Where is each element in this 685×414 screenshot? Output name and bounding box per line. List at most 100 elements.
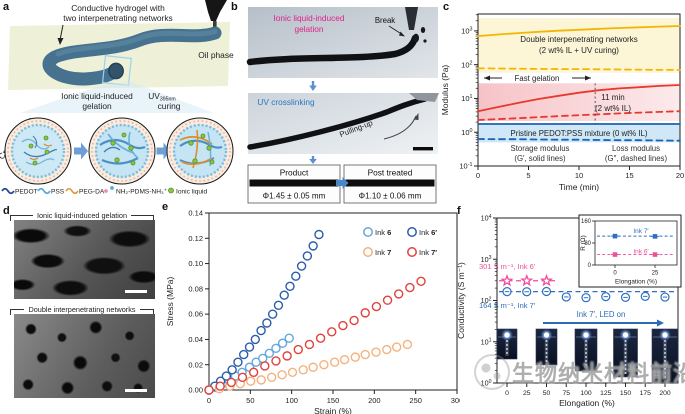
inset-y-tick: 80 (584, 241, 591, 247)
fiber-cross-section-end (108, 62, 124, 80)
panel-label-d: d (3, 205, 10, 217)
fiber-highlight (55, 29, 218, 57)
inset-y-tick: 0 (588, 263, 592, 269)
x-tick-label: 0 (476, 171, 480, 180)
annotation-din-2: (2 wt% IL + UV curing) (539, 46, 619, 55)
panel-label-f: f (457, 205, 461, 217)
annotation-ink7-conductivity: 164 S m⁻¹, Ink 7′ (479, 301, 536, 310)
x-tick-label: 5 (526, 171, 530, 180)
annotation-11min: 11 min (601, 93, 624, 102)
series-Ink 7′ (502, 286, 670, 303)
panel-label-c: c (443, 1, 450, 13)
step2-uv-label: UV395nm (148, 91, 176, 103)
x-axis-label: Elongation (%) (559, 398, 615, 408)
product-fiber-photo (249, 179, 339, 187)
photo1-fiber (246, 34, 419, 66)
x-tick-label: 250 (409, 396, 422, 405)
series-5 (477, 138, 681, 142)
inset-x-tick: 25 (652, 271, 659, 277)
x-tick-label: 25 (523, 390, 531, 397)
legend-pss: PSS (51, 189, 65, 196)
y-tick-label: 0.02 (188, 360, 203, 369)
legend: Ink 6 Ink 6′ Ink 7 Ink 7′ (363, 227, 437, 257)
x-tick-label: 50 (246, 396, 254, 405)
legend-pegda: PEG-DA (79, 189, 105, 196)
y-tick-label: 0.00 (188, 386, 203, 395)
legend-pedot: PEDOT (15, 189, 38, 196)
legend-label: Ink 6 (375, 228, 391, 237)
annotation-loss-2: (G″, dashed lines) (605, 154, 668, 163)
legend-ionic-liquid: Ionic liquid (176, 189, 207, 196)
sem2-label: Double interpenetrating networks (10, 305, 154, 315)
photo2-title: UV crosslinking (257, 97, 315, 107)
cross-section-circle-3 (166, 117, 234, 185)
legend-label: Ink 7 (375, 248, 391, 257)
x-tick-label: 175 (640, 390, 652, 397)
photo-gelation (248, 7, 438, 78)
x-tick-label: 200 (659, 390, 671, 397)
post-treated-diameter: Φ1.10 ± 0.06 mm (359, 192, 422, 201)
axis-ticks (205, 212, 458, 394)
legend-pdms: NH₂-PDMS-NH₃⁺ (116, 189, 168, 196)
arrowhead-left (484, 75, 490, 81)
series-Ink 6′ (500, 273, 554, 287)
panel-e-stress-strain-chart: 0.00 0.02 0.04 0.06 0.08 0.10 0.12 0.14 0 50 100 15… (165, 209, 460, 414)
annotation-led-on: Ink 7′, LED on (577, 310, 626, 319)
inset-series-label: Ink 6′ (633, 249, 649, 256)
x-tick-label: 150 (327, 396, 340, 405)
arrowhead-right (585, 75, 591, 81)
y-axis-label: Conductivity (S m⁻¹) (456, 262, 466, 339)
x-axis-label: Time (min) (559, 182, 599, 192)
annotation-loss-1: Loss modulus (612, 144, 660, 153)
step1-label-line2: gelation (82, 101, 112, 111)
printer-nozzle-icon (205, 0, 227, 21)
droplet-3 (423, 39, 427, 43)
title-arrow (59, 24, 64, 41)
log-tick-label: 10-1 (459, 162, 472, 171)
panel-b-photos: Ionic liquid-induced gelation Break UV c… (246, 7, 439, 204)
x-axis-label: Strain (%) (314, 406, 352, 414)
annotation-din-1: Double interpenetrating networks (520, 35, 637, 44)
panel-f-conductivity-chart: 100 101 102 103 104 0 25 50 75 100 125 150 175 200 Elo… (456, 214, 682, 408)
series-3 (477, 110, 681, 121)
series-2 (477, 84, 681, 113)
annotation-2wt: (2 wt% IL) (595, 104, 631, 113)
series-1 (477, 67, 681, 71)
led-arrowhead (657, 319, 664, 327)
flow-arrowhead-2 (309, 159, 317, 164)
sem2-scale-bar (125, 389, 147, 392)
log-tick-label: 101 (481, 337, 492, 346)
panel-a-title-line2: two interpenetrating networks (63, 13, 172, 23)
treatment-arrow (336, 177, 349, 189)
series-0 (477, 25, 681, 37)
post-treated-title: Post treated (368, 168, 413, 178)
sem2-label-text: Double interpenetrating networks (28, 305, 136, 314)
step2-curing-label: curing (158, 101, 181, 111)
panel-label-e: e (162, 201, 169, 213)
post-treated-fiber-photo (345, 179, 435, 187)
cross-section-circle-1 (4, 117, 72, 185)
photo2-scale-bar (413, 147, 433, 151)
x-tick-label: 0 (207, 396, 211, 405)
led-photos (496, 328, 679, 383)
photo1-title-line1: Ionic liquid-induced (273, 13, 344, 23)
sem-image-gelation (14, 220, 155, 299)
sem1-label-text: Ionic liquid-induced gelation (36, 211, 128, 220)
title-arrowhead (57, 38, 64, 45)
log-tick-label: 103 (461, 26, 472, 35)
sem1-scale-bar (125, 290, 147, 293)
series-Ink 7′ (204, 276, 426, 395)
panel-a-schematic: Conductive hydrogel with two interpenetr… (0, 0, 234, 196)
x-tick-label: 10 (575, 171, 583, 180)
y-tick-label: 0.14 (188, 209, 203, 218)
photo1-title-line2: gelation (294, 24, 323, 34)
y-tick-label: 0.12 (188, 234, 203, 243)
pulling-arrowhead (413, 113, 419, 120)
x-tick-label: 0 (505, 390, 509, 397)
panel-c-rheology-chart: 10-1 100 101 102 103 0 5 10 15 20 Time (min) Modulu… (440, 13, 684, 192)
annotation-fast-gelation: Fast gelation (515, 74, 560, 83)
x-tick-label: 100 (580, 390, 592, 397)
x-tick-label: 75 (562, 390, 570, 397)
x-tick-label: 50 (543, 390, 551, 397)
legend-label: Ink 7′ (419, 248, 437, 257)
